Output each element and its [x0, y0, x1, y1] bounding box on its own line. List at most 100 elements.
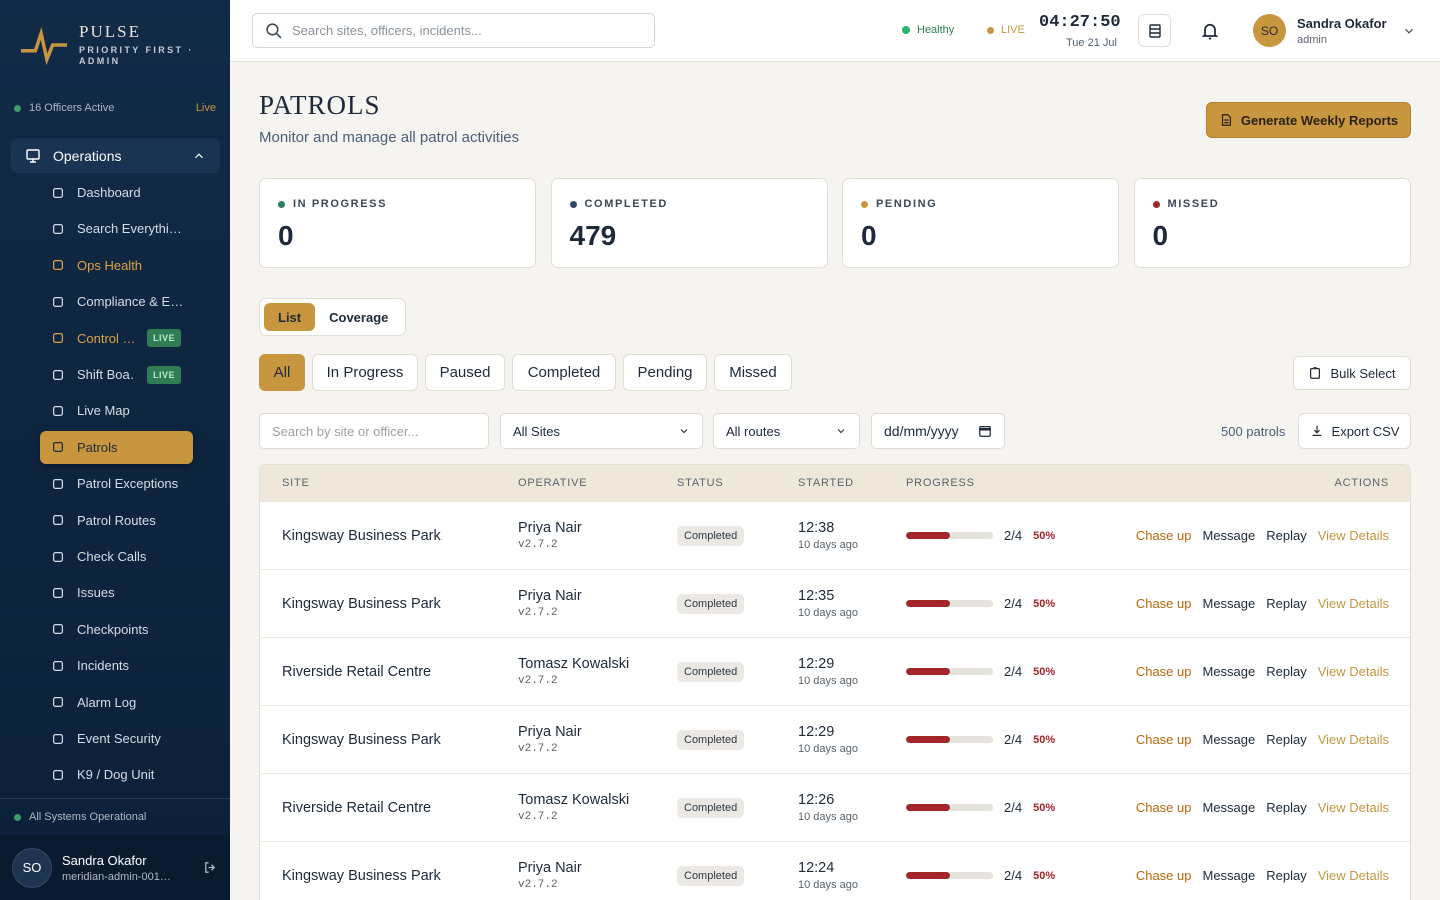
action-link[interactable]: View Details: [1317, 528, 1389, 543]
action-link[interactable]: Chase up: [1135, 732, 1192, 747]
nav-group[interactable]: Operations: [11, 138, 220, 173]
panel-button[interactable]: [1138, 14, 1171, 47]
operative-cell: Priya Nair v2.7.2: [518, 520, 677, 551]
action-link[interactable]: Message: [1202, 868, 1256, 883]
nav-item[interactable]: Patrol Routes: [40, 504, 193, 537]
nav-item[interactable]: Patrol Exceptions: [40, 467, 193, 500]
action-link[interactable]: View Details: [1317, 664, 1389, 679]
action-link[interactable]: Chase up: [1135, 596, 1192, 611]
icon: [53, 260, 63, 271]
nav-item[interactable]: Live Map: [40, 394, 193, 427]
action-link[interactable]: Message: [1202, 800, 1256, 815]
nav-item[interactable]: Check Calls: [40, 540, 193, 573]
action-link[interactable]: Replay: [1266, 800, 1307, 815]
nav-item[interactable]: Compliance & E…: [40, 285, 193, 318]
nav-item[interactable]: Checkpoints: [40, 613, 193, 646]
icon: [837, 429, 845, 434]
icon[interactable]: [203, 860, 218, 875]
nav-item[interactable]: K9 / Dog Unit: [40, 758, 193, 791]
select[interactable]: All routes: [713, 413, 860, 449]
search-placeholder: Search sites, officers, incidents...: [292, 23, 482, 38]
action-link[interactable]: Replay: [1266, 528, 1307, 543]
nav-item[interactable]: Issues: [40, 576, 193, 609]
icon[interactable]: [1200, 21, 1220, 41]
clock: 04:27:50: [1039, 13, 1121, 32]
select[interactable]: All Sites: [500, 413, 703, 449]
filter-chip[interactable]: Pending: [623, 354, 707, 391]
user-info: Sandra Okafor admin: [1297, 16, 1391, 46]
action-link[interactable]: Replay: [1266, 732, 1307, 747]
nav-item[interactable]: Alarm Log: [40, 686, 193, 719]
nav-label: Search Everythi…: [77, 221, 182, 237]
progress-bar: [906, 600, 993, 607]
date-input[interactable]: dd/mm/yyyy: [871, 413, 1005, 449]
stat-label-text: MISSED: [1167, 198, 1220, 210]
action-link[interactable]: View Details: [1317, 800, 1389, 815]
action-link[interactable]: Replay: [1266, 868, 1307, 883]
search-input[interactable]: Search by site or officer...: [259, 413, 489, 449]
icon: [53, 515, 63, 526]
action-link[interactable]: Message: [1202, 664, 1256, 679]
stat-card: PENDING 0: [842, 178, 1119, 268]
progress-percent: 50%: [1033, 733, 1056, 746]
nav-item[interactable]: Shift Boa… LIVE: [40, 358, 193, 391]
export-csv[interactable]: Export CSV: [1298, 413, 1411, 449]
operative: Priya Nair: [518, 860, 582, 876]
patrol-count: 500 patrols: [1221, 424, 1286, 439]
action-link[interactable]: Chase up: [1135, 868, 1192, 883]
filter-chip[interactable]: Completed: [512, 354, 616, 391]
actions: Chase up Message Replay View Details: [1136, 664, 1389, 679]
dot: [902, 26, 910, 34]
nav-item[interactable]: Patrols: [40, 430, 193, 464]
action-link[interactable]: Message: [1202, 596, 1256, 611]
site: Riverside Retail Centre: [282, 799, 432, 816]
column-header: ACTIONS: [1334, 477, 1389, 489]
operative-cell: Priya Nair v2.7.2: [518, 588, 677, 619]
top-bar: Search sites, officers, incidents... Heal…: [230, 0, 1440, 62]
nav-item[interactable]: Incidents: [40, 649, 193, 682]
nav-label: Ops Health: [77, 257, 143, 273]
status-dot: [14, 813, 21, 821]
filter-chip[interactable]: Missed: [714, 354, 792, 391]
action-link[interactable]: View Details: [1317, 596, 1389, 611]
action-link[interactable]: Message: [1202, 528, 1256, 543]
stat-dot: [1152, 200, 1160, 208]
action-link[interactable]: Message: [1202, 732, 1256, 747]
action-link[interactable]: Replay: [1266, 664, 1307, 679]
progress-bar: [906, 804, 993, 811]
nav-item[interactable]: Dashboard: [40, 176, 193, 209]
stat-label: PENDING: [861, 198, 1100, 210]
nav-item[interactable]: Control … LIVE: [40, 322, 193, 355]
dot: [987, 26, 994, 34]
officers-text: 16 Officers Active: [29, 102, 115, 114]
icon: [53, 624, 63, 635]
action-link[interactable]: Chase up: [1135, 800, 1192, 815]
stat-value: 0: [278, 220, 294, 251]
global-search[interactable]: Search sites, officers, incidents...: [252, 13, 655, 48]
generate-reports-button[interactable]: Generate Weekly Reports: [1206, 102, 1411, 138]
action-link[interactable]: View Details: [1317, 732, 1389, 747]
view-tab[interactable]: Coverage: [319, 303, 399, 331]
action-link[interactable]: Replay: [1266, 596, 1307, 611]
nav-item[interactable]: Event Security: [40, 722, 193, 755]
actions: Chase up Message Replay View Details: [1136, 596, 1389, 611]
progress-count: 2/4: [1004, 664, 1023, 679]
nav-item[interactable]: Search Everythi…: [40, 212, 193, 245]
progress-cell: 2/4 50%: [906, 732, 1136, 747]
status-pill: Completed: [677, 661, 745, 682]
app-version: v2.7.2: [518, 879, 558, 891]
action-link[interactable]: Chase up: [1135, 528, 1192, 543]
user-menu[interactable]: SO Sandra Okafor admin: [1253, 14, 1416, 47]
table-row: Kingsway Business Park Priya Nair v2.7.2 Co…: [260, 706, 1410, 774]
filter-chip[interactable]: In Progress: [312, 354, 418, 391]
filter-chip[interactable]: Paused: [425, 354, 505, 391]
filter-chip[interactable]: All: [259, 354, 305, 391]
action-link[interactable]: View Details: [1317, 868, 1389, 883]
started-time: 12:29: [798, 656, 835, 672]
view-tab[interactable]: List: [264, 303, 316, 331]
nav-item[interactable]: Ops Health: [40, 249, 193, 282]
bulk-select[interactable]: Bulk Select: [1293, 356, 1411, 390]
icon: [53, 405, 63, 416]
action-link[interactable]: Chase up: [1135, 664, 1192, 679]
